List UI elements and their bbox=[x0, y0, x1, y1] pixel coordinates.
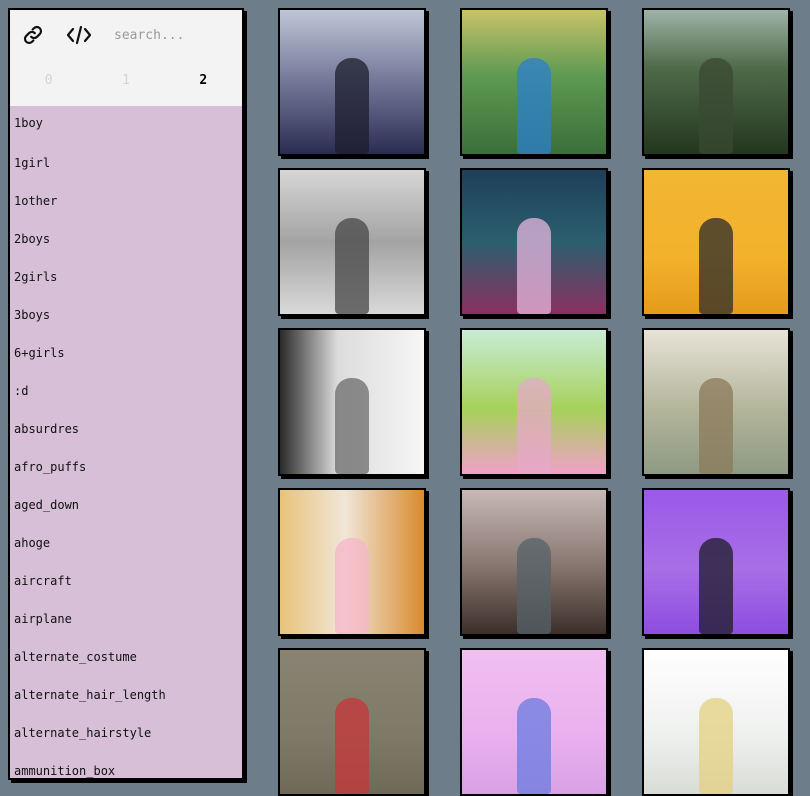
image-thumbnail[interactable] bbox=[460, 8, 608, 156]
thumbnail-figure bbox=[335, 378, 369, 474]
tag-item[interactable]: afro_puffs bbox=[14, 460, 87, 474]
code-icon[interactable] bbox=[66, 22, 92, 48]
thumbnail-figure bbox=[335, 58, 369, 154]
thumbnail-figure bbox=[335, 698, 369, 794]
image-thumbnail[interactable] bbox=[642, 168, 790, 316]
tag-item[interactable]: 1girl bbox=[14, 156, 51, 170]
image-thumbnail[interactable] bbox=[460, 328, 608, 476]
thumbnail-figure bbox=[699, 58, 733, 154]
page-0[interactable]: 0 bbox=[44, 72, 53, 88]
tag-list: 1boy 1girl 1other 2boys 2girls 3boys 6+girls :d… bbox=[10, 106, 242, 778]
tag-item[interactable]: airplane bbox=[14, 612, 72, 626]
image-thumbnail[interactable] bbox=[460, 168, 608, 316]
pagination: 0 1 2 bbox=[10, 60, 242, 100]
link-icon[interactable] bbox=[20, 22, 46, 48]
image-thumbnail[interactable] bbox=[642, 8, 790, 156]
tag-item[interactable]: 6+girls bbox=[14, 346, 65, 360]
page-2[interactable]: 2 bbox=[199, 72, 208, 88]
thumbnail-figure bbox=[335, 218, 369, 314]
thumbnail-figure bbox=[517, 698, 551, 794]
image-thumbnail[interactable] bbox=[278, 8, 426, 156]
image-thumbnail[interactable] bbox=[642, 488, 790, 636]
thumbnail-figure bbox=[699, 698, 733, 794]
thumbnail-figure bbox=[699, 378, 733, 474]
image-thumbnail[interactable] bbox=[642, 328, 790, 476]
toolbar bbox=[10, 10, 242, 60]
tag-item[interactable]: ahoge bbox=[14, 536, 51, 550]
tag-item[interactable]: ammunition_box bbox=[14, 764, 116, 778]
thumbnail-figure bbox=[517, 538, 551, 634]
tag-item[interactable]: 2girls bbox=[14, 270, 58, 284]
page-1[interactable]: 1 bbox=[122, 72, 130, 88]
image-thumbnail[interactable] bbox=[642, 648, 790, 796]
sidebar-header: 0 1 2 bbox=[10, 10, 242, 106]
tag-item[interactable]: alternate_hairstyle bbox=[14, 726, 152, 740]
tag-item[interactable]: absurdres bbox=[14, 422, 80, 436]
image-thumbnail[interactable] bbox=[278, 328, 426, 476]
tag-item[interactable]: 1other bbox=[14, 194, 58, 208]
tag-item[interactable]: 2boys bbox=[14, 232, 51, 246]
tag-item[interactable]: :d bbox=[14, 384, 29, 398]
image-thumbnail[interactable] bbox=[460, 488, 608, 636]
image-grid bbox=[278, 8, 790, 796]
tag-sidebar: 0 1 2 1boy 1girl 1other 2boys 2girls 3boys 6+gir… bbox=[8, 8, 244, 780]
tag-item[interactable]: 1boy bbox=[14, 116, 43, 130]
thumbnail-figure bbox=[335, 538, 369, 634]
thumbnail-figure bbox=[517, 378, 551, 474]
image-thumbnail[interactable] bbox=[460, 648, 608, 796]
image-thumbnail[interactable] bbox=[278, 168, 426, 316]
image-thumbnail[interactable] bbox=[278, 648, 426, 796]
tag-item[interactable]: aged_down bbox=[14, 498, 80, 512]
image-thumbnail[interactable] bbox=[278, 488, 426, 636]
tag-item[interactable]: alternate_hair_length bbox=[14, 688, 166, 702]
tag-item[interactable]: alternate_costume bbox=[14, 650, 137, 664]
thumbnail-figure bbox=[699, 218, 733, 314]
thumbnail-figure bbox=[699, 538, 733, 634]
thumbnail-figure bbox=[517, 58, 551, 154]
thumbnail-figure bbox=[517, 218, 551, 314]
search-input[interactable] bbox=[112, 26, 226, 44]
tag-item[interactable]: aircraft bbox=[14, 574, 72, 588]
tag-item[interactable]: 3boys bbox=[14, 308, 51, 322]
